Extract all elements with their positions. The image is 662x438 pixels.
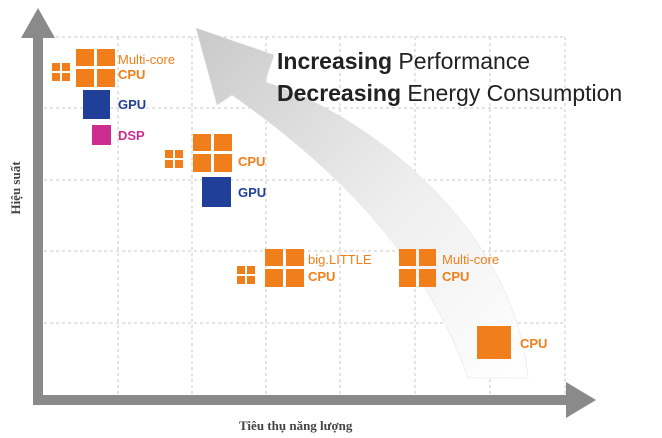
multicore-cpu-icon-top: [76, 49, 115, 87]
single-cpu-block: [477, 326, 511, 359]
single-cpu-label: CPU: [520, 336, 548, 351]
right-multicore-label: Multi-core: [442, 252, 500, 267]
biglittle-label: big.LITTLE: [308, 252, 372, 267]
right-cpu-label: CPU: [442, 269, 470, 284]
gpu-block-top: [83, 90, 110, 119]
top-multicore-label: Multi-core: [118, 52, 176, 67]
multicore-cpu-icon-biglittle: [265, 249, 304, 287]
axes: [21, 8, 596, 418]
headline-performance-bold: Increasing: [277, 48, 393, 74]
mid-cpu-label: CPU: [238, 154, 266, 169]
dsp-block: [92, 125, 111, 145]
y-axis-label: Hiệu suất: [8, 161, 23, 215]
small-core-icon-top: [52, 63, 70, 81]
headline-energy-bold: Decreasing: [277, 80, 402, 106]
mid-gpu-label: GPU: [238, 185, 267, 200]
dsp-label: DSP: [118, 128, 145, 143]
small-core-icon-mid: [165, 150, 183, 168]
headline-performance-rest: Performance: [392, 48, 531, 74]
biglittle-cpu-label: CPU: [308, 269, 336, 284]
top-gpu-label: GPU: [118, 97, 147, 112]
gpu-block-mid: [202, 177, 231, 207]
small-core-icon-biglittle: [237, 266, 255, 284]
multicore-cpu-icon-right: [399, 249, 436, 287]
top-cpu-label: CPU: [118, 67, 146, 82]
headline-performance: Increasing Performance: [277, 50, 530, 73]
multicore-cpu-icon-mid: [193, 134, 232, 172]
headline-energy-rest: Energy Consumption: [401, 80, 623, 106]
headline-energy: Decreasing Energy Consumption: [277, 82, 622, 105]
x-axis-label: Tiêu thụ năng lượng: [239, 418, 353, 433]
